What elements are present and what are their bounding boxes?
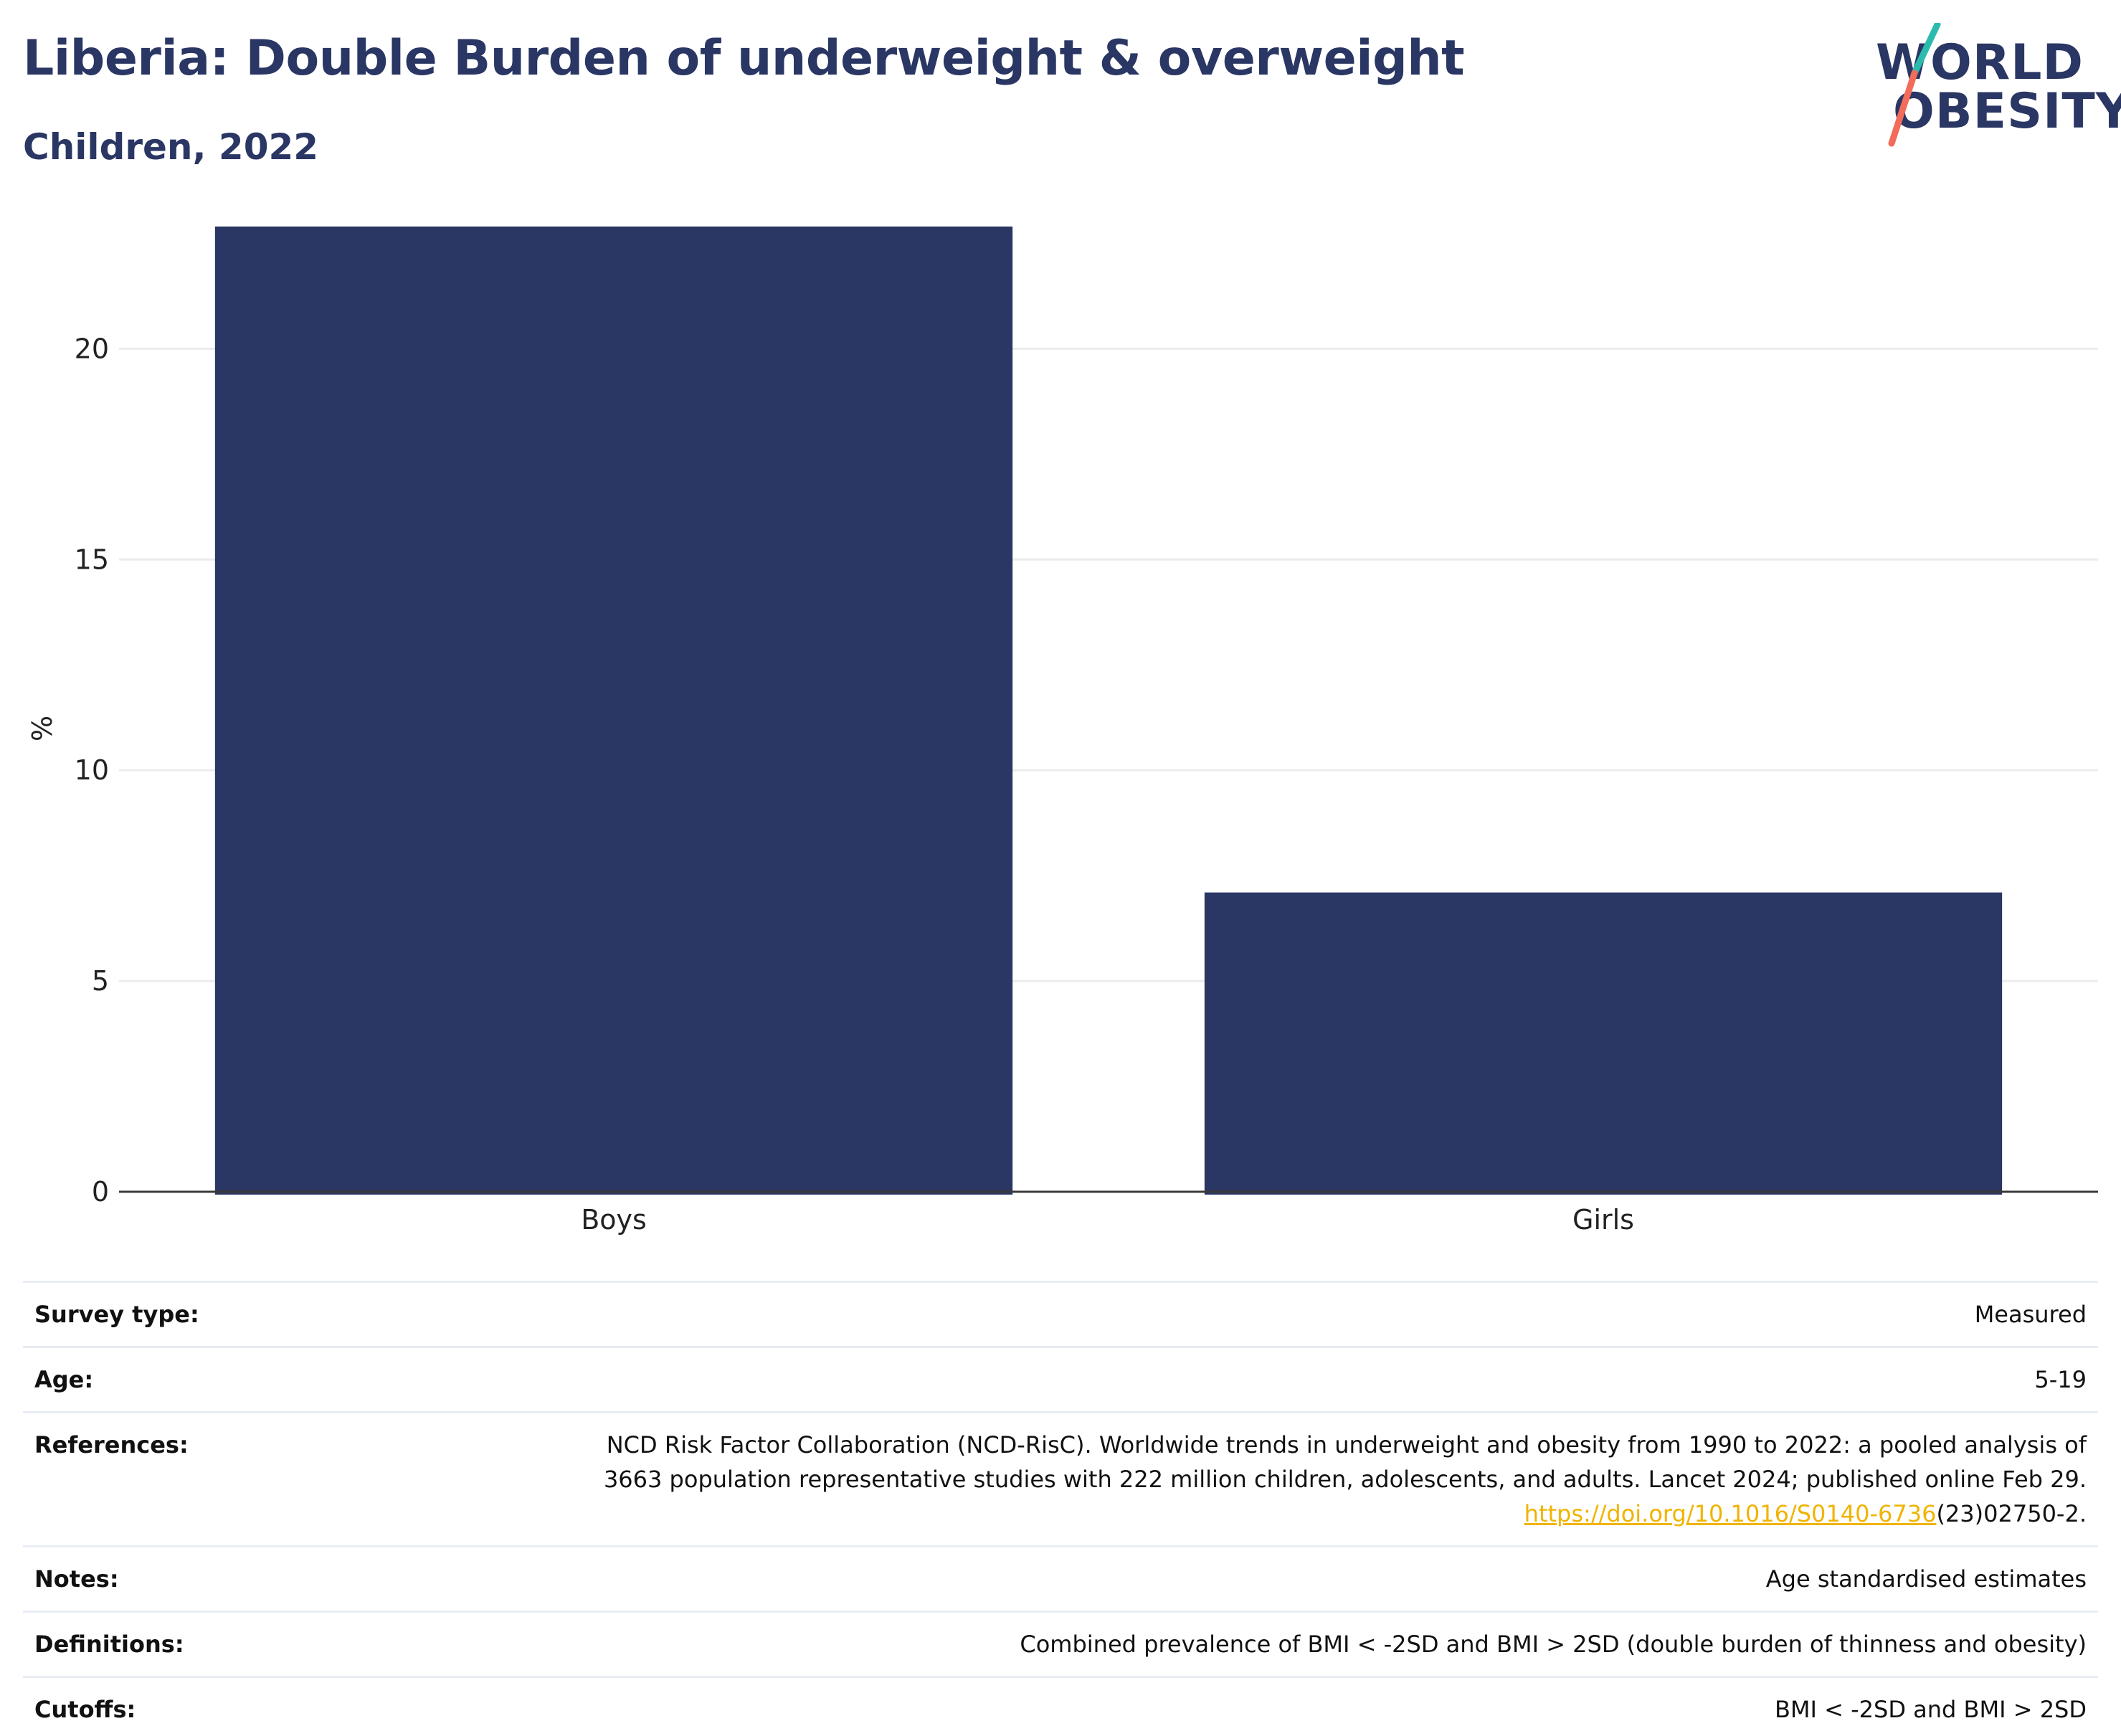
reference-line-2: 3663 population representative studies w… — [603, 1466, 2087, 1493]
reference-line-3: https://doi.org/10.1016/S0140-6736(23)02… — [430, 1497, 2087, 1531]
reference-doi-link[interactable]: https://doi.org/10.1016/S0140-6736 — [1524, 1500, 1937, 1527]
y-tick-label: 5 — [92, 965, 109, 997]
info-row-definitions: Definitions: Combined prevalence of BMI … — [23, 1611, 2098, 1678]
world-obesity-logo: WORLD OBESITY — [1871, 23, 2121, 152]
bar-girls — [1204, 892, 2003, 1195]
info-row-survey-type: Survey type: Measured — [23, 1281, 2098, 1348]
info-label-notes: Notes: — [23, 1545, 419, 1613]
bars — [214, 226, 2003, 1195]
info-label-definitions: Definitions: — [23, 1611, 419, 1678]
info-label-references: References: — [23, 1411, 419, 1547]
info-row-cutoffs: Cutoffs: BMI < -2SD and BMI > 2SD — [23, 1676, 2098, 1736]
x-tick-label: Girls — [1572, 1204, 1634, 1235]
info-value-references: NCD Risk Factor Collaboration (NCD-RisC)… — [419, 1411, 2098, 1547]
info-row-notes: Notes: Age standardised estimates — [23, 1545, 2098, 1613]
reference-line-1: NCD Risk Factor Collaboration (NCD-RisC)… — [606, 1431, 2087, 1458]
info-label-survey-type: Survey type: — [23, 1281, 419, 1348]
info-label-age: Age: — [23, 1346, 419, 1413]
y-tick-label: 20 — [75, 333, 109, 364]
logo-slash-bottom — [1888, 70, 1918, 147]
info-value-definitions: Combined prevalence of BMI < -2SD and BM… — [419, 1611, 2098, 1678]
page-subtitle: Children, 2022 — [23, 126, 319, 168]
logo-slash-icon — [1888, 23, 1941, 147]
logo-text-obesity: OBESITY — [1893, 83, 2121, 140]
y-axis-title: % — [27, 716, 58, 741]
y-tick-label: 0 — [92, 1176, 109, 1208]
info-value-survey-type: Measured — [419, 1281, 2098, 1348]
info-value-notes: Age standardised estimates — [419, 1545, 2098, 1613]
info-table: Survey type: Measured Age: 5-19 Referenc… — [23, 1281, 2098, 1736]
page-title: Liberia: Double Burden of underweight & … — [23, 30, 1465, 87]
reference-doi-suffix: (23)02750-2. — [1936, 1500, 2087, 1527]
y-tick-label: 10 — [75, 754, 109, 786]
bar-boys — [214, 226, 1013, 1195]
info-value-cutoffs: BMI < -2SD and BMI > 2SD — [419, 1676, 2098, 1736]
info-row-age: Age: 5-19 — [23, 1346, 2098, 1413]
info-row-references: References: NCD Risk Factor Collaboratio… — [23, 1411, 2098, 1547]
info-value-age: 5-19 — [419, 1346, 2098, 1413]
info-label-cutoffs: Cutoffs: — [23, 1676, 419, 1736]
bar-chart: 0 5 10 15 20 Boys Girls % — [27, 226, 2098, 1235]
y-tick-labels: 0 5 10 15 20 — [75, 333, 109, 1208]
logo-slash-top — [1911, 23, 1941, 77]
x-tick-label: Boys — [581, 1204, 647, 1235]
x-tick-labels: Boys Girls — [581, 1204, 1634, 1235]
y-tick-label: 15 — [75, 544, 109, 575]
